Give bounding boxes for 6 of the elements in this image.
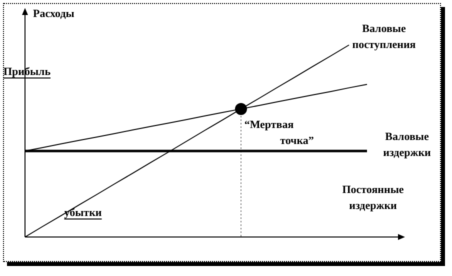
annotation: Валовые поступления [352, 22, 416, 51]
text: Валовые издержки [383, 130, 432, 159]
annotation: Постоянные издержки [342, 184, 404, 212]
annotation: “Мертвая точка” [244, 118, 314, 147]
annotation: убытки [64, 206, 102, 219]
y-axis-title: Расходы [33, 8, 75, 20]
